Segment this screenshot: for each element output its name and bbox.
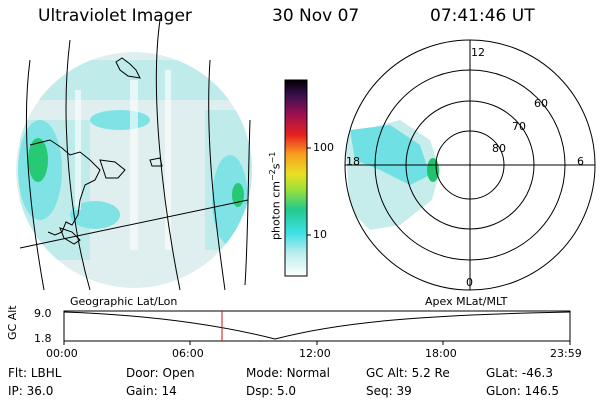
projection-label-geographic: Geographic Lat/Lon <box>70 295 178 308</box>
altitude-ytick-9: 9.0 <box>34 307 52 320</box>
status-door: Door: Open <box>126 366 195 380</box>
status-seq: Seq: 39 <box>366 384 412 398</box>
mlt-label-12: 12 <box>471 46 485 59</box>
lat-label-70: 70 <box>512 120 526 133</box>
status-dsp: Dsp: 5.0 <box>246 384 297 398</box>
status-gc-alt: GC Alt: 5.2 Re <box>366 366 450 380</box>
altitude-ylabel: GC Alt <box>6 305 19 340</box>
time-tick-0600: 06:00 <box>172 347 204 360</box>
time-tick-2359: 23:59 <box>550 347 582 360</box>
time-tick-1200: 12:00 <box>299 347 331 360</box>
status-filter: Flt: LBHL <box>8 366 62 380</box>
colorbar-tick-100: 100 <box>313 141 334 154</box>
status-gain: Gain: 14 <box>126 384 177 398</box>
time-tick-0000: 00:00 <box>46 347 78 360</box>
date-label: 30 Nov 07 <box>272 6 360 26</box>
projection-label-apex: Apex MLat/MLT <box>425 295 508 308</box>
status-glat: GLat: -46.3 <box>486 366 553 380</box>
time-label: 07:41:46 UT <box>430 6 535 26</box>
colorbar-tick-10: 10 <box>313 228 327 241</box>
time-tick-1800: 18:00 <box>425 347 457 360</box>
altitude-ytick-1-8: 1.8 <box>34 332 52 345</box>
mlt-label-0: 0 <box>466 276 473 289</box>
colorbar <box>284 79 311 277</box>
lat-label-60: 60 <box>534 97 548 110</box>
status-glon: GLon: 146.5 <box>486 384 559 398</box>
mlt-label-18: 18 <box>346 155 360 168</box>
instrument-title: Ultraviolet Imager <box>38 6 192 26</box>
status-ip: IP: 36.0 <box>8 384 54 398</box>
mlt-label-6: 6 <box>577 155 584 168</box>
status-mode: Mode: Normal <box>246 366 330 380</box>
lat-label-80: 80 <box>492 142 506 155</box>
